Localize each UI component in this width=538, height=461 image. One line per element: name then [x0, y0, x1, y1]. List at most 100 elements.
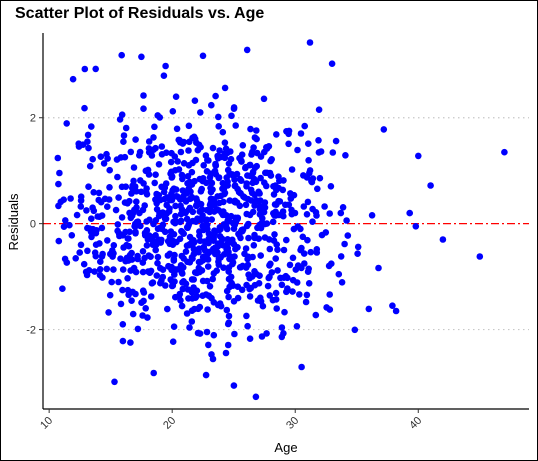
data-point	[392, 307, 400, 315]
data-point	[303, 291, 311, 299]
data-point	[288, 166, 296, 173]
data-point	[244, 255, 251, 263]
data-point	[54, 154, 62, 162]
data-point	[185, 221, 193, 228]
chart-title: Scatter Plot of Residuals vs. Age	[15, 5, 265, 22]
data-point	[253, 127, 260, 134]
data-point	[198, 185, 205, 193]
data-point	[118, 111, 126, 118]
data-point	[182, 197, 190, 204]
data-point	[190, 250, 198, 258]
data-point	[147, 233, 154, 241]
data-point	[238, 151, 246, 158]
data-point	[175, 166, 183, 173]
data-point	[185, 122, 193, 130]
data-point	[133, 188, 140, 195]
data-point	[126, 228, 133, 236]
data-point	[152, 171, 159, 178]
data-point	[220, 264, 227, 272]
data-point	[126, 251, 134, 259]
data-point	[269, 218, 277, 226]
data-point	[270, 210, 277, 217]
data-point	[221, 139, 229, 146]
data-point	[97, 258, 104, 266]
data-point	[380, 126, 388, 133]
data-point	[260, 95, 268, 103]
data-point	[149, 279, 157, 286]
data-point	[106, 291, 114, 299]
data-point	[309, 205, 316, 213]
data-point	[204, 256, 212, 263]
data-point	[201, 216, 209, 224]
data-point	[249, 148, 256, 156]
data-point	[354, 243, 362, 251]
data-point	[343, 217, 350, 224]
data-point	[132, 136, 139, 143]
data-point	[306, 39, 314, 46]
data-point	[134, 255, 141, 263]
data-point	[253, 270, 260, 278]
data-point	[200, 243, 208, 251]
data-point	[127, 339, 134, 346]
data-point	[176, 196, 184, 203]
data-point	[81, 104, 88, 112]
data-point	[138, 299, 145, 307]
x-axis-ticks: 10 20 30 40	[38, 409, 424, 432]
data-point	[223, 306, 231, 314]
data-point	[261, 148, 268, 156]
data-point	[193, 139, 200, 146]
data-point	[212, 250, 219, 258]
data-point	[188, 318, 196, 325]
data-point	[263, 182, 270, 190]
data-point	[285, 140, 292, 148]
data-point	[292, 266, 300, 273]
data-point	[150, 369, 157, 377]
data-point	[234, 294, 242, 302]
data-point	[110, 266, 117, 273]
data-point	[243, 281, 250, 289]
data-point	[145, 149, 153, 156]
data-point	[209, 275, 216, 283]
data-point	[227, 212, 235, 220]
data-point	[327, 183, 335, 190]
data-point	[191, 177, 198, 185]
data-point	[272, 182, 279, 189]
data-point	[243, 183, 250, 190]
data-point	[166, 233, 174, 241]
data-point	[115, 194, 122, 201]
data-point	[127, 267, 134, 274]
data-point	[155, 161, 163, 168]
data-point	[289, 288, 296, 295]
data-point	[305, 280, 313, 287]
data-point	[143, 242, 151, 249]
data-point	[305, 140, 312, 147]
data-point	[169, 108, 177, 115]
data-point	[244, 172, 251, 179]
data-point	[365, 305, 373, 313]
data-point	[167, 158, 175, 166]
data-point	[194, 146, 202, 154]
data-point	[204, 306, 211, 313]
data-point	[318, 231, 326, 239]
data-point	[140, 289, 148, 296]
data-point	[171, 271, 178, 278]
data-point	[242, 201, 250, 209]
data-point	[169, 338, 177, 346]
data-point	[251, 202, 258, 209]
data-point	[274, 267, 281, 274]
data-point	[304, 198, 312, 206]
data-point	[255, 188, 262, 196]
data-point	[335, 270, 343, 278]
data-point	[56, 169, 63, 177]
data-point	[267, 157, 274, 165]
data-point	[229, 259, 237, 266]
data-point	[439, 236, 447, 243]
data-point	[278, 281, 286, 289]
data-point	[208, 216, 215, 223]
data-point	[171, 218, 179, 226]
data-point	[326, 306, 334, 313]
data-point	[317, 148, 325, 155]
data-point	[406, 209, 414, 217]
data-point	[215, 241, 223, 249]
data-point	[280, 246, 288, 254]
